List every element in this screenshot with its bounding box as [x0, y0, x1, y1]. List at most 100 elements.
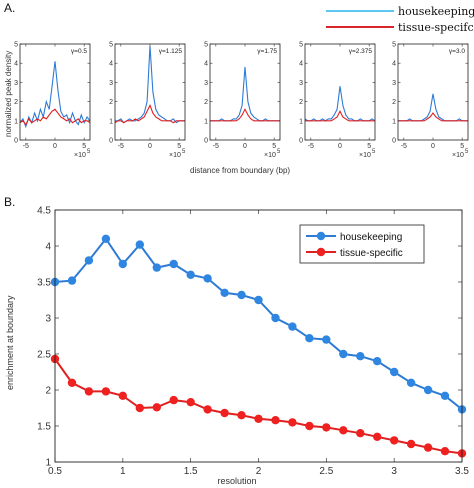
panel-b-ylabel: enrichment at boundary [5, 295, 15, 390]
series-tissue-specific-line [305, 109, 375, 122]
xtick-label: 0 [338, 143, 342, 150]
xtick-label: 3.5 [455, 466, 469, 477]
series-tissue-specific-point [288, 418, 297, 427]
ytick-label: 1 [14, 118, 18, 125]
series-tissue-specific-point [84, 387, 94, 396]
xtick-label: 2 [256, 466, 262, 477]
panel-b-frame [54, 209, 463, 463]
xtick-label: 0 [243, 143, 247, 150]
legend-b-housekeeping-marker [316, 231, 326, 241]
panel-b-label: B. [4, 195, 15, 209]
gamma-label: γ=1.125 [159, 48, 183, 55]
series-tissue-specific-point [305, 421, 314, 431]
ytick-label: 4 [45, 242, 51, 253]
series-tissue-specific-point [152, 403, 161, 412]
ytick-label: 4 [299, 61, 303, 68]
x-exponent-label: ×10 [74, 152, 86, 159]
ytick-label: 1 [109, 118, 113, 125]
series-tissue-specific-point [203, 405, 212, 414]
series-housekeeping-point [356, 352, 365, 361]
series-tissue-specific-point [271, 416, 280, 425]
subplot-frame [19, 43, 91, 141]
series-tissue-specific-point [322, 423, 331, 432]
series-tissue-specific-point [356, 429, 365, 438]
xtick-label: 5 [367, 143, 371, 150]
series-housekeeping-line [115, 45, 185, 124]
ytick-label: 1 [299, 118, 303, 125]
series-housekeeping-point [186, 270, 195, 279]
x-exponent-label: ×10 [452, 152, 464, 159]
ytick-label: 4.5 [37, 206, 51, 217]
x-exponent: 5 [465, 149, 469, 155]
ytick-label: 4 [204, 61, 208, 68]
panel-a-ylabel: normalized peak density [4, 51, 13, 137]
xtick-label: -5 [118, 143, 124, 150]
series-tissue-specific-point [373, 432, 382, 441]
series-tissue-specific-point [440, 447, 450, 456]
series-tissue-specific-line [19, 108, 91, 126]
series-housekeeping-point [237, 290, 246, 300]
ytick-label: 0 [392, 138, 396, 145]
gamma-label: γ=3.0 [449, 48, 465, 55]
ytick-label: 4 [392, 61, 396, 68]
series-tissue-specific-point [118, 391, 128, 400]
x-exponent: 5 [87, 149, 91, 155]
legend-top: housekeeping tissue-specifc [326, 5, 474, 34]
legend-b: housekeeping tissue-specific [299, 224, 425, 264]
ytick-label: 5 [299, 42, 303, 49]
ytick-label: 1 [204, 118, 208, 125]
series-tissue-specific-point [423, 443, 433, 452]
series-housekeeping-point [406, 378, 416, 387]
series-housekeeping-point [271, 313, 280, 323]
series-tissue-specific-point [169, 395, 178, 405]
panel-a-label: A. [4, 1, 15, 15]
ytick-label: 3.5 [37, 278, 51, 289]
xtick-label: 0 [53, 143, 57, 150]
series-housekeeping-point [101, 234, 111, 243]
xtick-label: 3 [391, 466, 397, 477]
legend-b-housekeeping-label: housekeeping [340, 232, 402, 243]
series-housekeeping-point [84, 256, 94, 265]
x-exponent: 5 [372, 149, 376, 155]
ytick-label: 0 [109, 138, 113, 145]
series-housekeeping-point [440, 391, 450, 400]
series-housekeeping-point [339, 349, 348, 359]
xtick-label: -5 [213, 143, 219, 150]
ytick-label: 2 [204, 99, 208, 106]
series-tissue-specific-line [210, 108, 280, 122]
series-housekeeping-line [54, 237, 463, 411]
subplot-frame [114, 43, 186, 141]
xtick-label: 5 [82, 143, 86, 150]
series-housekeeping-point [118, 259, 128, 269]
subplot-frame [304, 43, 376, 141]
xtick-label: 0 [148, 143, 152, 150]
ytick-label: 2 [14, 99, 18, 106]
ytick-label: 1 [45, 458, 51, 469]
ytick-label: 0 [204, 138, 208, 145]
series-housekeeping-point [169, 259, 178, 269]
x-exponent-label: ×10 [169, 152, 181, 159]
ytick-label: 2 [392, 99, 396, 106]
gamma-label: γ=2.375 [349, 48, 373, 55]
ytick-label: 2 [109, 99, 113, 106]
ytick-label: 2 [299, 99, 303, 106]
ytick-label: 5 [392, 42, 396, 49]
x-exponent: 5 [277, 149, 281, 155]
ytick-label: 5 [204, 42, 208, 49]
gamma-label: γ=0.5 [71, 48, 87, 55]
xtick-label: -5 [23, 143, 29, 150]
ytick-label: 1 [392, 118, 396, 125]
ytick-label: 5 [109, 42, 113, 49]
xtick-label: 1.5 [184, 466, 198, 477]
series-tissue-specific-point [254, 414, 263, 423]
x-exponent-label: ×10 [359, 152, 371, 159]
series-housekeeping-point [135, 240, 144, 249]
x-exponent: 5 [182, 149, 186, 155]
panel-b: 11.522.533.544.50.5 1 1.5 2 2.5 3 3.5 [37, 206, 469, 478]
series-housekeeping-point [305, 334, 314, 343]
ytick-label: 3 [204, 80, 208, 87]
series-housekeeping-point [254, 295, 263, 305]
